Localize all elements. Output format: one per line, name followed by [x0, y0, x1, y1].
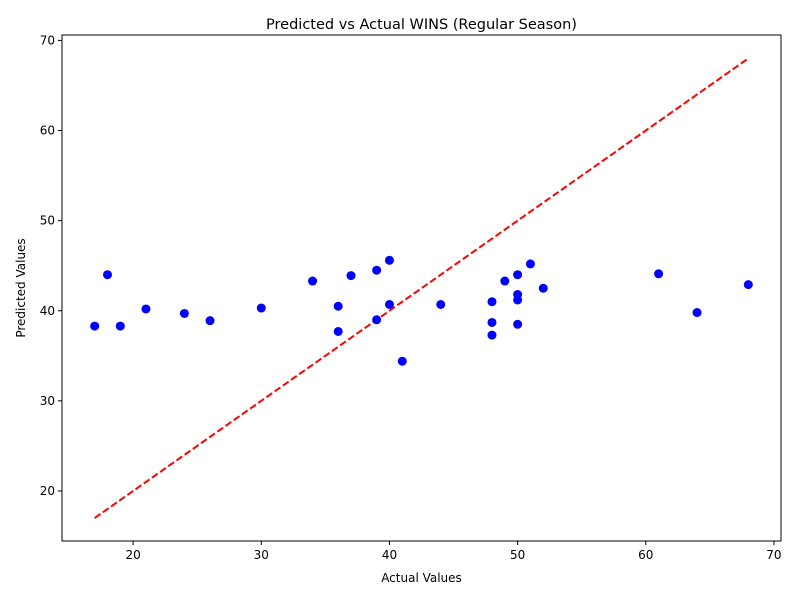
- data-point: [500, 276, 510, 286]
- data-point: [513, 270, 523, 280]
- reference-line: [94, 57, 749, 519]
- data-point: [525, 259, 535, 269]
- x-tick-label: 20: [125, 548, 140, 562]
- y-tick-label: 40: [40, 304, 55, 318]
- data-point: [513, 295, 523, 305]
- data-point: [102, 270, 112, 280]
- data-point: [384, 299, 394, 309]
- y-tick-label: 30: [40, 394, 55, 408]
- data-point: [487, 317, 497, 327]
- chart-title: Predicted vs Actual WINS (Regular Season…: [266, 17, 577, 33]
- y-axis-title: Predicted Values: [14, 238, 28, 337]
- x-tick-label: 60: [638, 548, 653, 562]
- x-tick-label: 50: [510, 548, 525, 562]
- data-point: [115, 321, 125, 331]
- y-tick-label: 20: [40, 484, 55, 498]
- data-point: [487, 297, 497, 307]
- data-point: [205, 316, 215, 326]
- data-point: [308, 276, 318, 286]
- data-point: [346, 271, 356, 281]
- data-point: [333, 301, 343, 311]
- data-point: [487, 330, 497, 340]
- y-tick-label: 60: [40, 124, 55, 138]
- data-point: [372, 315, 382, 325]
- data-point: [743, 280, 753, 290]
- data-point: [692, 308, 702, 318]
- data-point: [372, 265, 382, 275]
- y-tick-label: 70: [40, 33, 55, 47]
- data-point: [513, 319, 523, 329]
- data-point: [256, 303, 266, 313]
- plot-area: [90, 57, 753, 519]
- x-tick-label: 70: [766, 548, 781, 562]
- data-point: [141, 304, 151, 314]
- y-tick-label: 50: [40, 214, 55, 228]
- axes-frame: [61, 34, 782, 542]
- data-point: [397, 356, 407, 366]
- x-tick-label: 30: [254, 548, 269, 562]
- data-point: [90, 321, 100, 331]
- y-axis: 20 30 40 50 60 70: [40, 33, 62, 498]
- x-axis: 20 30 40 50 60 70: [125, 541, 782, 562]
- data-point: [333, 326, 343, 336]
- data-point: [538, 283, 548, 293]
- data-point: [384, 255, 394, 265]
- x-axis-title: Actual Values: [381, 571, 462, 585]
- x-tick-label: 40: [382, 548, 397, 562]
- data-point: [436, 299, 446, 309]
- data-point: [654, 269, 664, 279]
- data-point: [179, 308, 189, 318]
